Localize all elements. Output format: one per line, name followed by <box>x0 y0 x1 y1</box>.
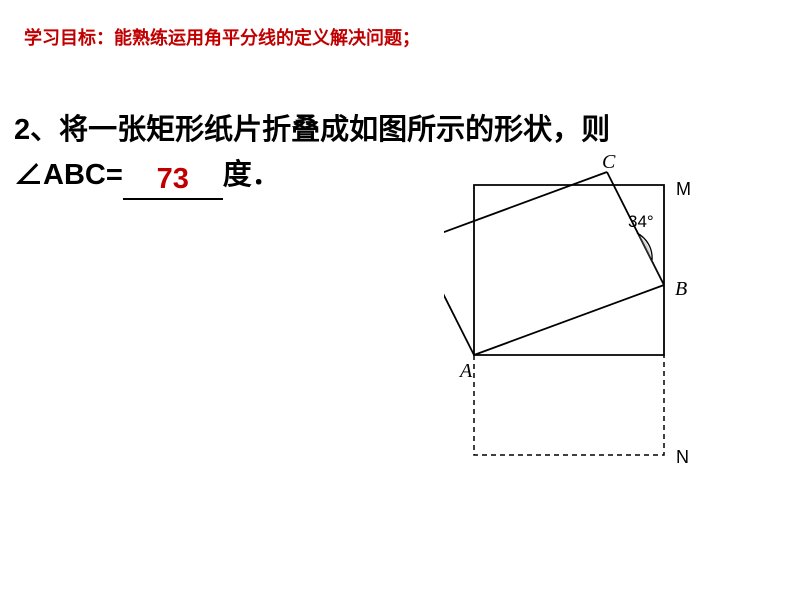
fold-top-edge <box>444 172 607 242</box>
fold-line-ab <box>474 285 664 355</box>
label-a: A <box>458 360 473 382</box>
answer-blank: 73 <box>123 153 223 200</box>
label-b: B <box>675 278 687 300</box>
dashed-rectangle <box>474 355 664 455</box>
fold-left-edge <box>444 242 474 355</box>
label-c: C <box>602 155 616 173</box>
problem-number: 2 <box>14 114 30 146</box>
geometry-diagram: C B A M N 34° <box>444 155 744 485</box>
diagram-svg: C B A M N 34° <box>444 155 744 485</box>
problem-text-part2: 度． <box>223 159 281 191</box>
label-m: M <box>676 179 691 199</box>
label-n: N <box>676 447 689 467</box>
learning-objective: 学习目标：能熟练运用角平分线的定义解决问题； <box>24 24 420 50</box>
label-angle: 34° <box>628 212 654 231</box>
answer-value: 73 <box>157 163 189 195</box>
